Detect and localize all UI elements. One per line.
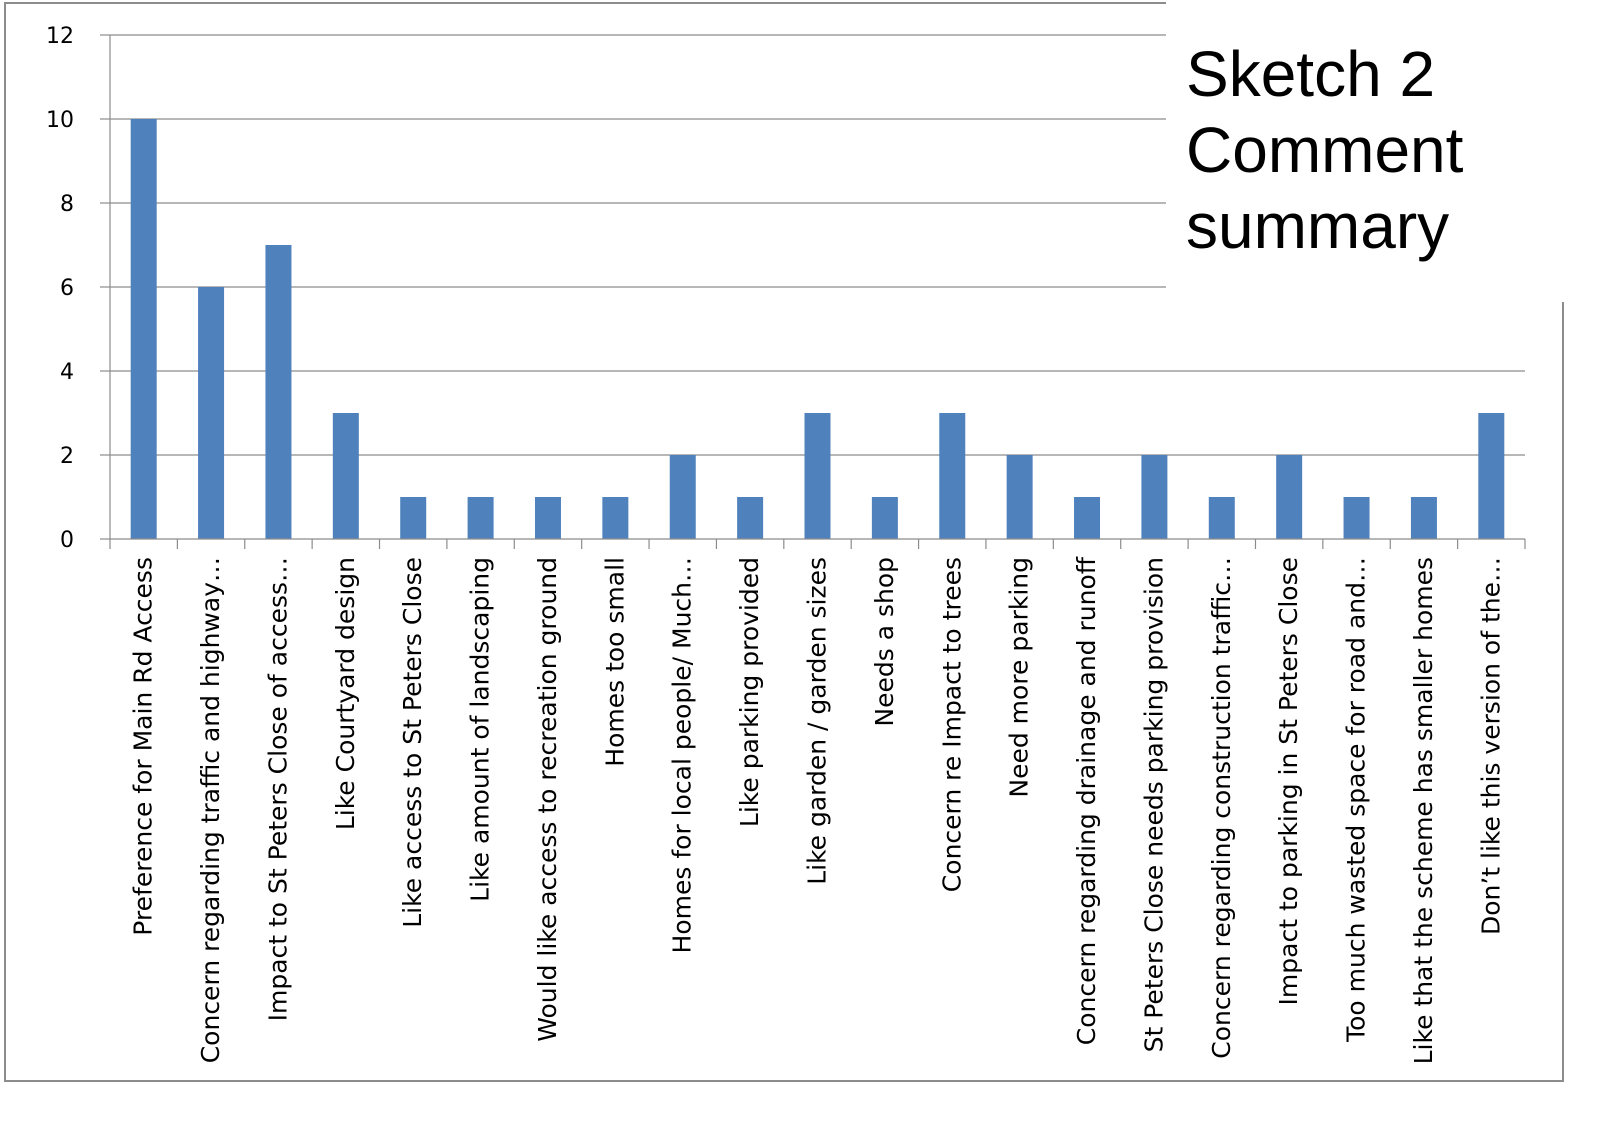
bar: [1276, 455, 1303, 539]
x-category-label: Impact to parking in St Peters Close: [1274, 557, 1303, 1005]
bar: [198, 287, 225, 539]
bar: [939, 413, 966, 539]
x-category-label: Needs a shop: [870, 557, 899, 727]
bar: [1141, 455, 1168, 539]
x-category-label: Homes too small: [600, 557, 629, 767]
y-tick-label: 8: [60, 192, 74, 217]
x-category-label: Like amount of landscaping: [466, 557, 495, 902]
bar: [602, 497, 629, 539]
bar: [1410, 497, 1437, 539]
x-category-label: Preference for Main Rd Access: [129, 557, 158, 936]
bars: [130, 119, 1505, 539]
x-category-label: Don’t like this version of the…: [1476, 557, 1505, 935]
y-tick-label: 10: [46, 108, 74, 133]
bar: [467, 497, 494, 539]
x-category-label: Like access to St Peters Close: [398, 557, 427, 928]
chart-title: Sketch 2 Comment summary: [1166, 2, 1566, 302]
x-category-label: St Peters Close needs parking provision: [1139, 557, 1168, 1052]
bar: [534, 497, 561, 539]
axes: [100, 34, 1526, 549]
bar: [804, 413, 831, 539]
x-category-label: Like parking provided: [735, 557, 764, 827]
x-category-label: Concern regarding construction traffic…: [1207, 557, 1236, 1059]
bar: [1208, 497, 1235, 539]
y-tick-label: 0: [60, 528, 74, 553]
bar: [1478, 413, 1505, 539]
x-category-label: Like Courtyard design: [331, 557, 360, 830]
bar: [332, 413, 359, 539]
bar: [737, 497, 764, 539]
bar: [669, 455, 696, 539]
bar: [871, 497, 898, 539]
title-line-2: Comment: [1186, 114, 1464, 186]
y-tick-label: 6: [60, 276, 74, 301]
x-category-label: Like that the scheme has smaller homes: [1409, 557, 1438, 1064]
title-line-1: Sketch 2: [1186, 38, 1436, 110]
x-category-label: Impact to St Peters Close of access…: [263, 557, 292, 1021]
bar: [265, 245, 292, 539]
x-category-label: Concern regarding drainage and runoff: [1072, 556, 1101, 1045]
bar: [1074, 497, 1101, 539]
x-category-label: Concern re Impact to trees: [937, 557, 966, 892]
x-category-label: Like garden / garden sizes: [803, 557, 832, 885]
bar: [130, 119, 157, 539]
bar: [1006, 455, 1033, 539]
bar: [400, 497, 427, 539]
title-line-3: summary: [1186, 190, 1450, 262]
bar: [1343, 497, 1370, 539]
y-tick-label: 4: [60, 360, 74, 385]
y-tick-label: 2: [60, 444, 74, 469]
x-category-label: Too much wasted space for road and…: [1342, 557, 1371, 1043]
axis-labels: 0 2 4 6 8 10 12 Preference for Main Rd Access Co…: [46, 24, 1505, 1064]
x-category-label: Would like access to recreation ground: [533, 557, 562, 1042]
x-category-label: Homes for local people/ Much…: [668, 557, 697, 953]
y-tick-label: 12: [46, 24, 74, 49]
x-category-label: Need more parking: [1005, 557, 1034, 798]
x-category-label: Concern regarding traffic and highway…: [196, 557, 225, 1063]
